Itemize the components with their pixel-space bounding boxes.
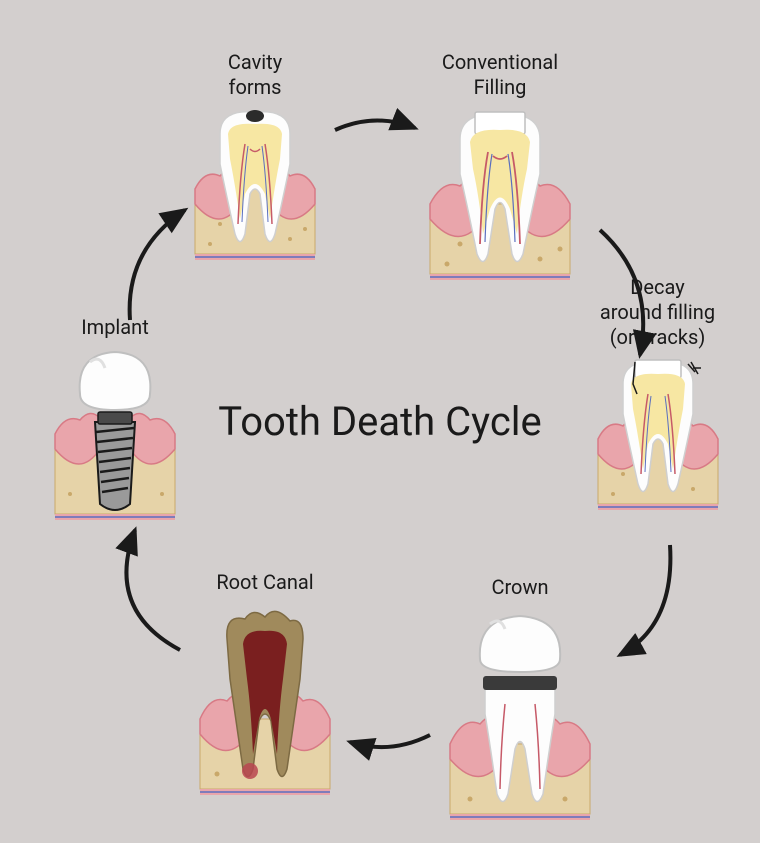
arrow-rootcanal-to-implant [120, 530, 220, 680]
arrow-filling-to-decay [600, 230, 700, 380]
diagram-title: Tooth Death Cycle [218, 395, 541, 449]
tooth-filling-icon [425, 104, 575, 284]
stage-crown: Crown [440, 575, 600, 824]
tooth-implant-icon [50, 344, 180, 524]
arrow-implant-to-cavity [130, 210, 230, 350]
tooth-crown-icon [445, 604, 595, 824]
stage-filling-label: Conventional Filling [420, 50, 580, 100]
stage-filling: Conventional Filling [420, 50, 580, 284]
arrow-cavity-to-filling [335, 120, 435, 160]
arrow-decay-to-crown [620, 545, 720, 675]
stage-crown-label: Crown [440, 575, 600, 600]
stage-cavity-label: Cavity forms [185, 50, 325, 100]
arrow-crown-to-rootcanal [350, 740, 450, 780]
